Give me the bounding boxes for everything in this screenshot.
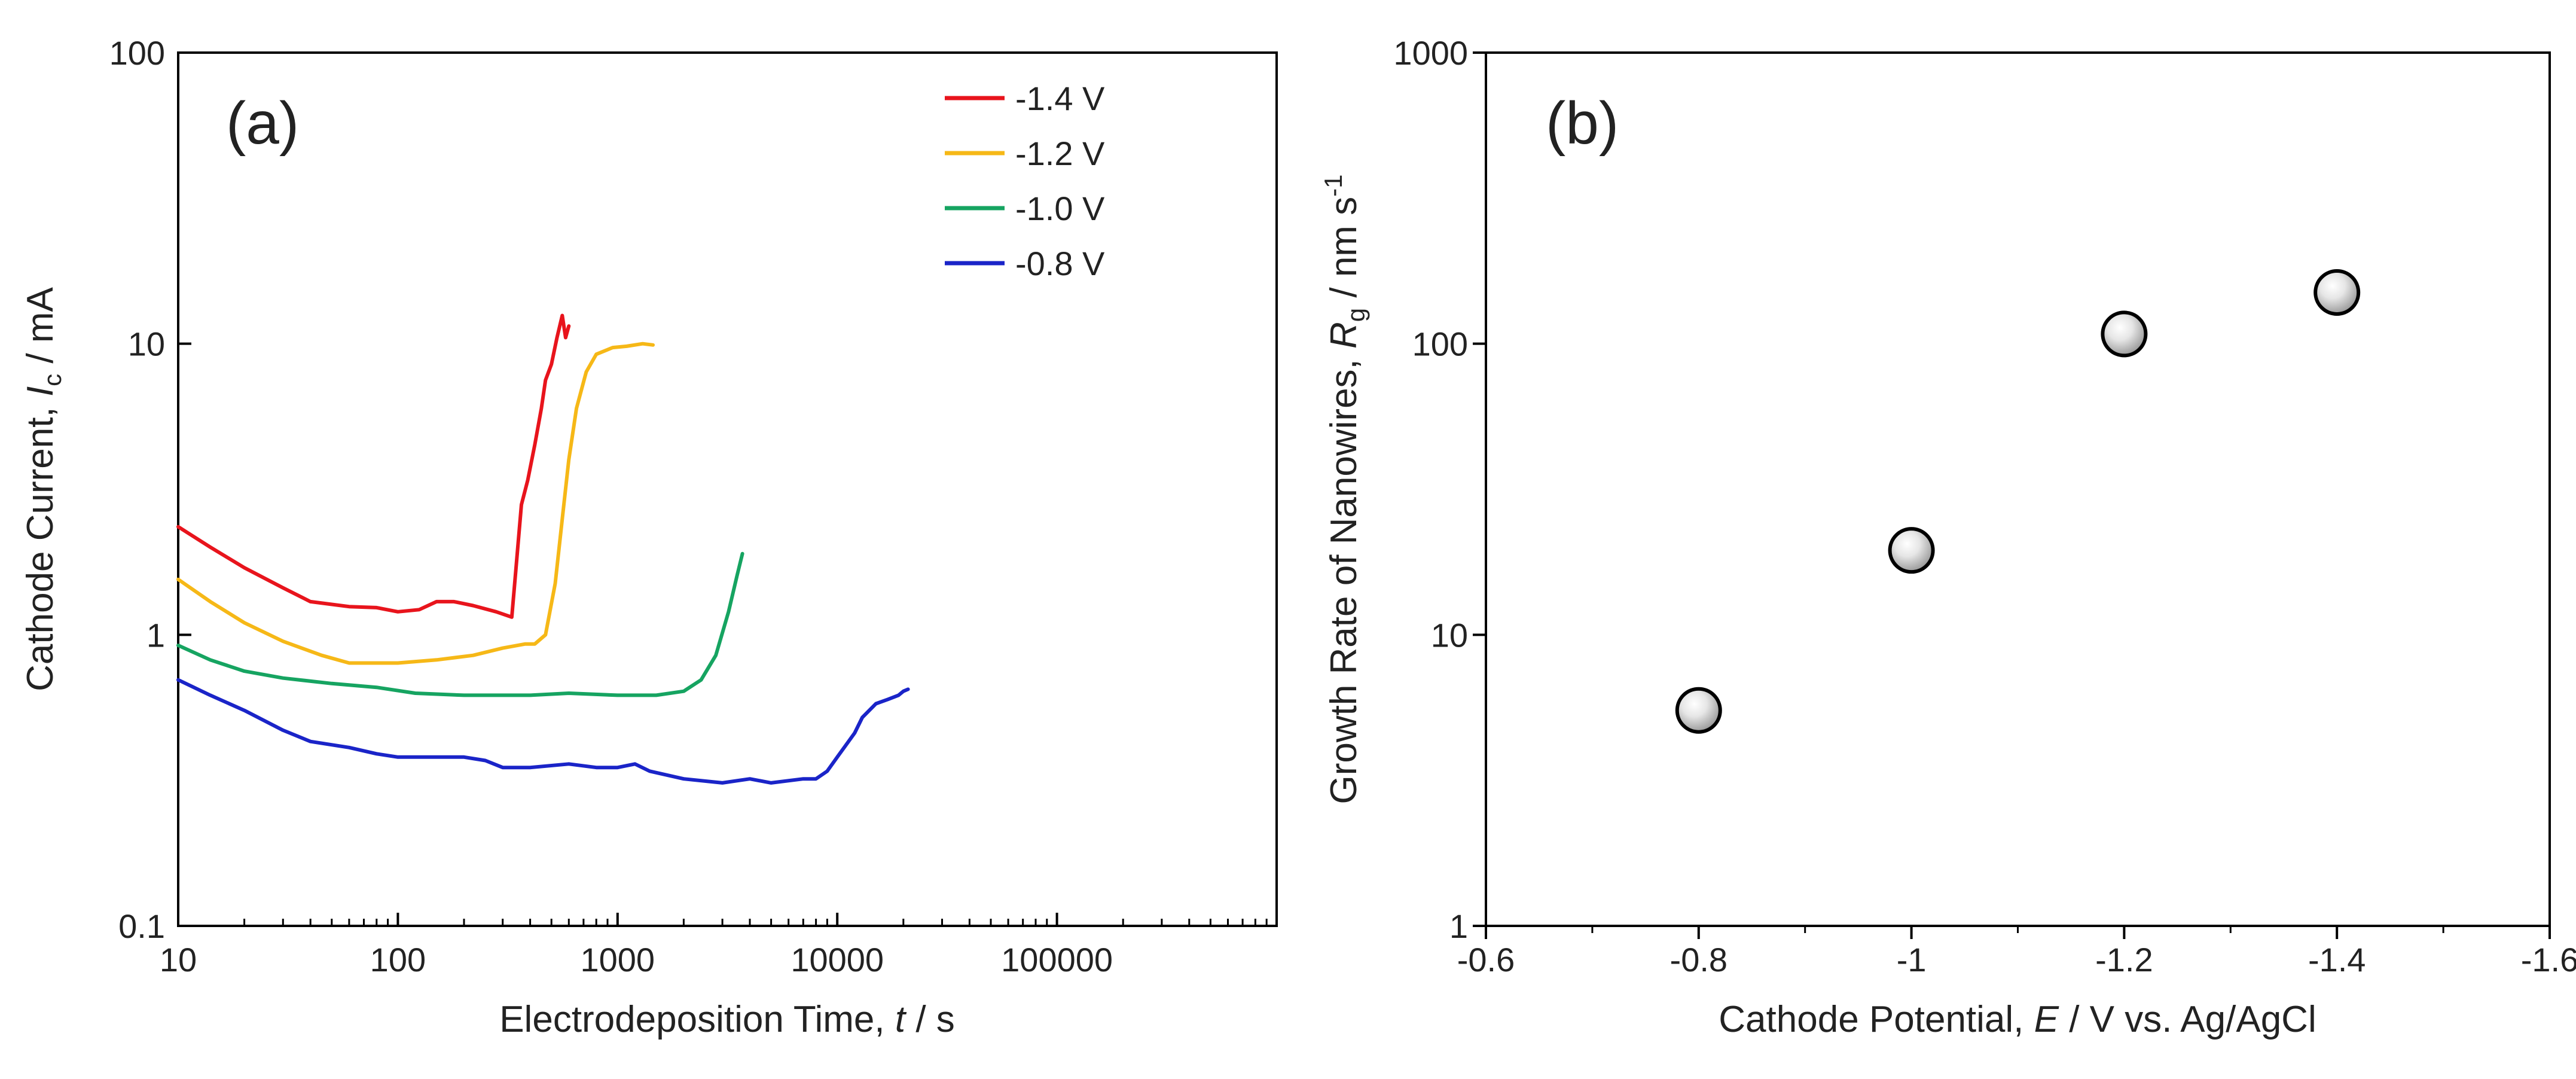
- panel-b-label: (b): [1546, 90, 1619, 157]
- y-tick-label-0-1: 0.1: [118, 907, 165, 945]
- panel-a-label: (a): [226, 90, 299, 157]
- series-line-0-8-V: [176, 678, 910, 785]
- legend: -1.4 V -1.2 V -1.0 V -0.8 V: [945, 80, 1105, 282]
- series-line-1-4-V: [176, 313, 571, 619]
- scatter-point-1V: [1888, 527, 1935, 574]
- legend-label-neg0-8V: -0.8 V: [1015, 245, 1105, 282]
- panel-a-y-axis-title: Cathode Current, Ic / mA: [20, 286, 66, 691]
- x-tick-label-100: 100: [370, 941, 426, 979]
- y-tick-label-100: 100: [109, 34, 165, 72]
- b-x-tick-label-1-2: -1.2: [2095, 941, 2153, 979]
- y-tick-label-1: 1: [146, 616, 165, 654]
- b-y-tick-label-10: 10: [1431, 616, 1468, 654]
- panel-b-y-axis-title: Growth Rate of Nanowires, Rg / nm s-1: [1319, 174, 1370, 804]
- x-tick-label-100000: 100000: [1001, 941, 1113, 979]
- scatter-point-1-4V: [2313, 269, 2361, 316]
- panel-b-x-axis-title: Cathode Potential, E / V vs. Ag/AgCl: [1719, 999, 2316, 1040]
- panel-a-x-axis-title: Electrodeposition Time, t / s: [499, 999, 955, 1040]
- series-line-1-2-V: [176, 342, 655, 665]
- b-x-tick-label-0-6: -0.6: [1457, 941, 1515, 979]
- x-tick-label-10: 10: [160, 941, 197, 979]
- panel-a-series-group: [176, 313, 910, 785]
- b-x-tick-label-1: -1: [1897, 941, 1927, 979]
- b-x-tick-label-1-6: -1.6: [2521, 941, 2576, 979]
- series-line-1-0-V: [176, 551, 744, 697]
- b-y-tick-label-1: 1: [1449, 907, 1468, 945]
- b-y-tick-label-1000: 1000: [1393, 34, 1468, 72]
- b-y-tick-label-100: 100: [1412, 325, 1468, 363]
- panel-b-plot-frame: [1485, 51, 2551, 927]
- panel-a-plot-frame: [177, 51, 1278, 927]
- x-tick-label-10000: 10000: [790, 941, 884, 979]
- panel-a-chart: 10 100 1000 10000 100000 0.1 1 10 100 (a) -1.4 V…: [20, 34, 1278, 1040]
- x-tick-label-1000: 1000: [581, 941, 655, 979]
- b-x-tick-label-1-4: -1.4: [2308, 941, 2366, 979]
- panel-a-ticks: 10 100 1000 10000 100000 0.1 1 10 100: [109, 34, 1268, 979]
- scatter-point-0-8V: [1675, 687, 1722, 734]
- legend-label-neg1-0V: -1.0 V: [1015, 190, 1105, 227]
- y-tick-label-10: 10: [128, 325, 165, 363]
- b-x-tick-label-0-8: -0.8: [1670, 941, 1728, 979]
- legend-label-neg1-4V: -1.4 V: [1015, 80, 1105, 117]
- scatter-point-1-2V: [2101, 310, 2148, 358]
- panel-b-points-group: [1675, 269, 2361, 734]
- panel-b-ticks: -0.6 -0.8 -1 -1.2 -1.4 -1.6 1 10 100 1000: [1393, 34, 2576, 979]
- legend-label-neg1-2V: -1.2 V: [1015, 135, 1105, 172]
- panel-b-chart: -0.6 -0.8 -1 -1.2 -1.4 -1.6 1 10 100 1000 (b) Cat…: [1319, 34, 2576, 1040]
